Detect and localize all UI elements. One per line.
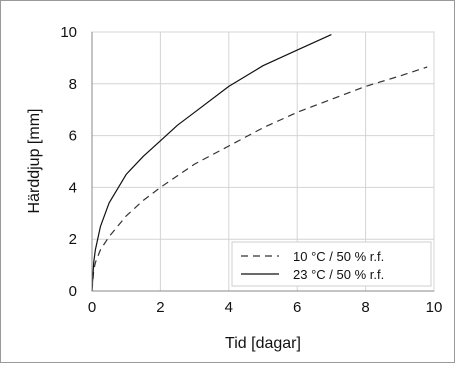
y-tick-label: 4 <box>69 179 77 196</box>
y-tick-label: 2 <box>69 231 77 248</box>
series-lines <box>91 34 428 292</box>
legend-label-23c: 23 °C / 50 % r.f. <box>293 267 384 282</box>
tick-labels: 0 2 4 6 8 10 0 2 4 6 8 10 <box>60 24 442 316</box>
y-axis-label: Härddjup [mm] <box>26 109 43 214</box>
x-tick-label: 4 <box>225 299 233 316</box>
series-line-23c <box>91 34 332 292</box>
line-chart: 0 2 4 6 8 10 0 2 4 6 8 10 Tid [dagar] Härddjup [mm]… <box>26 24 442 352</box>
x-tick-label: 2 <box>156 299 164 316</box>
legend-box <box>231 241 432 287</box>
y-tick-label: 8 <box>69 76 77 93</box>
y-tick-label: 0 <box>69 283 77 300</box>
legend: 10 °C / 50 % r.f. 23 °C / 50 % r.f. <box>231 241 432 287</box>
x-tick-label: 8 <box>361 299 369 316</box>
x-tick-label: 6 <box>293 299 301 316</box>
x-tick-label: 10 <box>426 299 443 316</box>
x-axis-label: Tid [dagar] <box>225 335 301 352</box>
x-tick-label: 0 <box>88 299 96 316</box>
legend-label-10c: 10 °C / 50 % r.f. <box>293 249 384 264</box>
series-line-10c <box>91 66 428 292</box>
y-tick-label: 6 <box>69 128 77 145</box>
y-tick-label: 10 <box>60 24 77 41</box>
